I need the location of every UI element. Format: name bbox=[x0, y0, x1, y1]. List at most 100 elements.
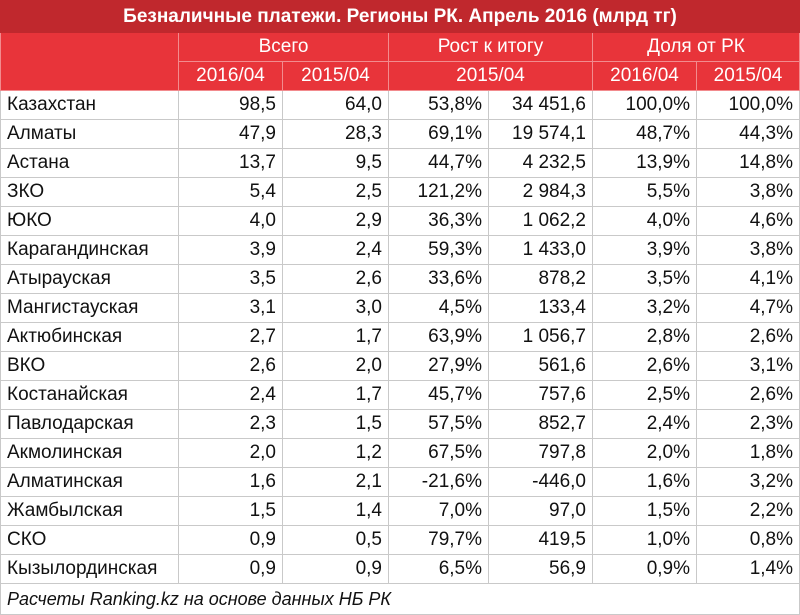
region-cell: Алматинская bbox=[0, 467, 179, 497]
total-2015-cell: 2,4 bbox=[282, 235, 389, 265]
growth-percent-cell: 7,0% bbox=[388, 496, 489, 526]
region-cell: Акмолинская bbox=[0, 438, 179, 468]
region-cell: ВКО bbox=[0, 351, 179, 381]
region-header bbox=[0, 32, 179, 91]
growth-value-cell: -446,0 bbox=[488, 467, 593, 497]
total-2016-cell: 2,6 bbox=[178, 351, 283, 381]
total-2015-cell: 9,5 bbox=[282, 148, 389, 178]
total-2015-cell: 1,7 bbox=[282, 322, 389, 352]
growth-percent-cell: 57,5% bbox=[388, 409, 489, 439]
share-2016-cell: 0,9% bbox=[592, 554, 697, 584]
table-row: Жамбылская 1,5 1,4 7,0% 97,0 1,5% 2,2% bbox=[0, 496, 800, 526]
share-2015-cell: 14,8% bbox=[696, 148, 800, 178]
growth-percent-cell: 53,8% bbox=[388, 90, 489, 120]
region-cell: Павлодарская bbox=[0, 409, 179, 439]
growth-percent-cell: -21,6% bbox=[388, 467, 489, 497]
header-row-2: 2016/04 2015/04 2015/04 2016/04 2015/04 bbox=[1, 61, 800, 91]
total-2015-cell: 2,0 bbox=[282, 351, 389, 381]
total-2016-cell: 3,1 bbox=[178, 293, 283, 323]
total-2015-cell: 2,6 bbox=[282, 264, 389, 294]
growth-value-cell: 1 433,0 bbox=[488, 235, 593, 265]
share-2016-cell: 2,4% bbox=[592, 409, 697, 439]
total-2016-cell: 13,7 bbox=[178, 148, 283, 178]
share-2016-cell: 3,2% bbox=[592, 293, 697, 323]
total-2016-cell: 2,3 bbox=[178, 409, 283, 439]
total-2016-cell: 2,4 bbox=[178, 380, 283, 410]
table-row: Алматы 47,9 28,3 69,1% 19 574,1 48,7% 44,3% bbox=[0, 119, 800, 149]
share-2015-cell: 3,1% bbox=[696, 351, 800, 381]
total-2016-cell: 2,7 bbox=[178, 322, 283, 352]
share-2016-cell: 3,5% bbox=[592, 264, 697, 294]
growth-value-cell: 1 056,7 bbox=[488, 322, 593, 352]
total-2016-cell: 2,0 bbox=[178, 438, 283, 468]
share-2016-cell: 2,0% bbox=[592, 438, 697, 468]
table-row: Карагандинская 3,9 2,4 59,3% 1 433,0 3,9% 3,8% bbox=[0, 235, 800, 265]
total-2015-cell: 0,5 bbox=[282, 525, 389, 555]
total-2016-cell: 4,0 bbox=[178, 206, 283, 236]
share-2016-cell: 5,5% bbox=[592, 177, 697, 207]
table-row: Акмолинская 2,0 1,2 67,5% 797,8 2,0% 1,8% bbox=[0, 438, 800, 468]
source-note: Расчеты Ranking.kz на основе данных НБ Р… bbox=[0, 583, 800, 615]
total-2015-header: 2015/04 bbox=[282, 61, 389, 91]
growth-value-cell: 757,6 bbox=[488, 380, 593, 410]
growth-value-cell: 878,2 bbox=[488, 264, 593, 294]
share-2015-cell: 2,3% bbox=[696, 409, 800, 439]
title-row: Безналичные платежи. Регионы РК. Апрель … bbox=[0, 0, 800, 33]
total-2016-cell: 3,5 bbox=[178, 264, 283, 294]
total-2015-cell: 1,7 bbox=[282, 380, 389, 410]
share-2015-cell: 3,8% bbox=[696, 177, 800, 207]
table-row: Атырауская 3,5 2,6 33,6% 878,2 3,5% 4,1% bbox=[0, 264, 800, 294]
share-2016-cell: 1,5% bbox=[592, 496, 697, 526]
growth-value-cell: 2 984,3 bbox=[488, 177, 593, 207]
total-2016-cell: 1,5 bbox=[178, 496, 283, 526]
share-2015-cell: 2,6% bbox=[696, 322, 800, 352]
share-header: Доля от РК bbox=[592, 32, 800, 62]
total-2015-cell: 2,5 bbox=[282, 177, 389, 207]
share-2015-header: 2015/04 bbox=[696, 61, 800, 91]
share-2016-cell: 48,7% bbox=[592, 119, 697, 149]
total-2016-cell: 0,9 bbox=[178, 554, 283, 584]
growth-value-cell: 561,6 bbox=[488, 351, 593, 381]
share-2015-cell: 4,6% bbox=[696, 206, 800, 236]
share-2016-cell: 1,0% bbox=[592, 525, 697, 555]
growth-value-cell: 34 451,6 bbox=[488, 90, 593, 120]
total-header: Всего bbox=[178, 32, 389, 62]
growth-percent-cell: 121,2% bbox=[388, 177, 489, 207]
growth-percent-cell: 33,6% bbox=[388, 264, 489, 294]
total-2015-cell: 1,5 bbox=[282, 409, 389, 439]
total-2016-cell: 0,9 bbox=[178, 525, 283, 555]
growth-value-cell: 4 232,5 bbox=[488, 148, 593, 178]
growth-percent-cell: 45,7% bbox=[388, 380, 489, 410]
table-row: Актюбинская 2,7 1,7 63,9% 1 056,7 2,8% 2,6% bbox=[0, 322, 800, 352]
table-row: Казахстан 98,5 64,0 53,8% 34 451,6 100,0% 100,… bbox=[0, 90, 800, 120]
total-2016-cell: 5,4 bbox=[178, 177, 283, 207]
share-2016-cell: 4,0% bbox=[592, 206, 697, 236]
growth-value-cell: 797,8 bbox=[488, 438, 593, 468]
table-row: Мангистауская 3,1 3,0 4,5% 133,4 3,2% 4,7% bbox=[0, 293, 800, 323]
share-2016-cell: 2,8% bbox=[592, 322, 697, 352]
growth-value-cell: 419,5 bbox=[488, 525, 593, 555]
region-cell: Кызылординская bbox=[0, 554, 179, 584]
total-2015-cell: 64,0 bbox=[282, 90, 389, 120]
share-2016-header: 2016/04 bbox=[592, 61, 697, 91]
share-2015-cell: 2,6% bbox=[696, 380, 800, 410]
share-2015-cell: 4,1% bbox=[696, 264, 800, 294]
region-cell: Атырауская bbox=[0, 264, 179, 294]
share-2016-cell: 2,5% bbox=[592, 380, 697, 410]
region-cell: Астана bbox=[0, 148, 179, 178]
share-2015-cell: 100,0% bbox=[696, 90, 800, 120]
share-2015-cell: 1,8% bbox=[696, 438, 800, 468]
total-2015-cell: 1,4 bbox=[282, 496, 389, 526]
region-cell: Актюбинская bbox=[0, 322, 179, 352]
growth-header: Рост к итогу bbox=[388, 32, 593, 62]
share-2016-cell: 3,9% bbox=[592, 235, 697, 265]
table-row: Астана 13,7 9,5 44,7% 4 232,5 13,9% 14,8% bbox=[0, 148, 800, 178]
table-row: Алматинская 1,6 2,1 -21,6% -446,0 1,6% 3,2% bbox=[0, 467, 800, 497]
table-title: Безналичные платежи. Регионы РК. Апрель … bbox=[0, 0, 800, 33]
region-cell: Мангистауская bbox=[0, 293, 179, 323]
table-row: ЮКО 4,0 2,9 36,3% 1 062,2 4,0% 4,6% bbox=[0, 206, 800, 236]
total-2015-cell: 28,3 bbox=[282, 119, 389, 149]
growth-value-cell: 56,9 bbox=[488, 554, 593, 584]
growth-percent-cell: 59,3% bbox=[388, 235, 489, 265]
